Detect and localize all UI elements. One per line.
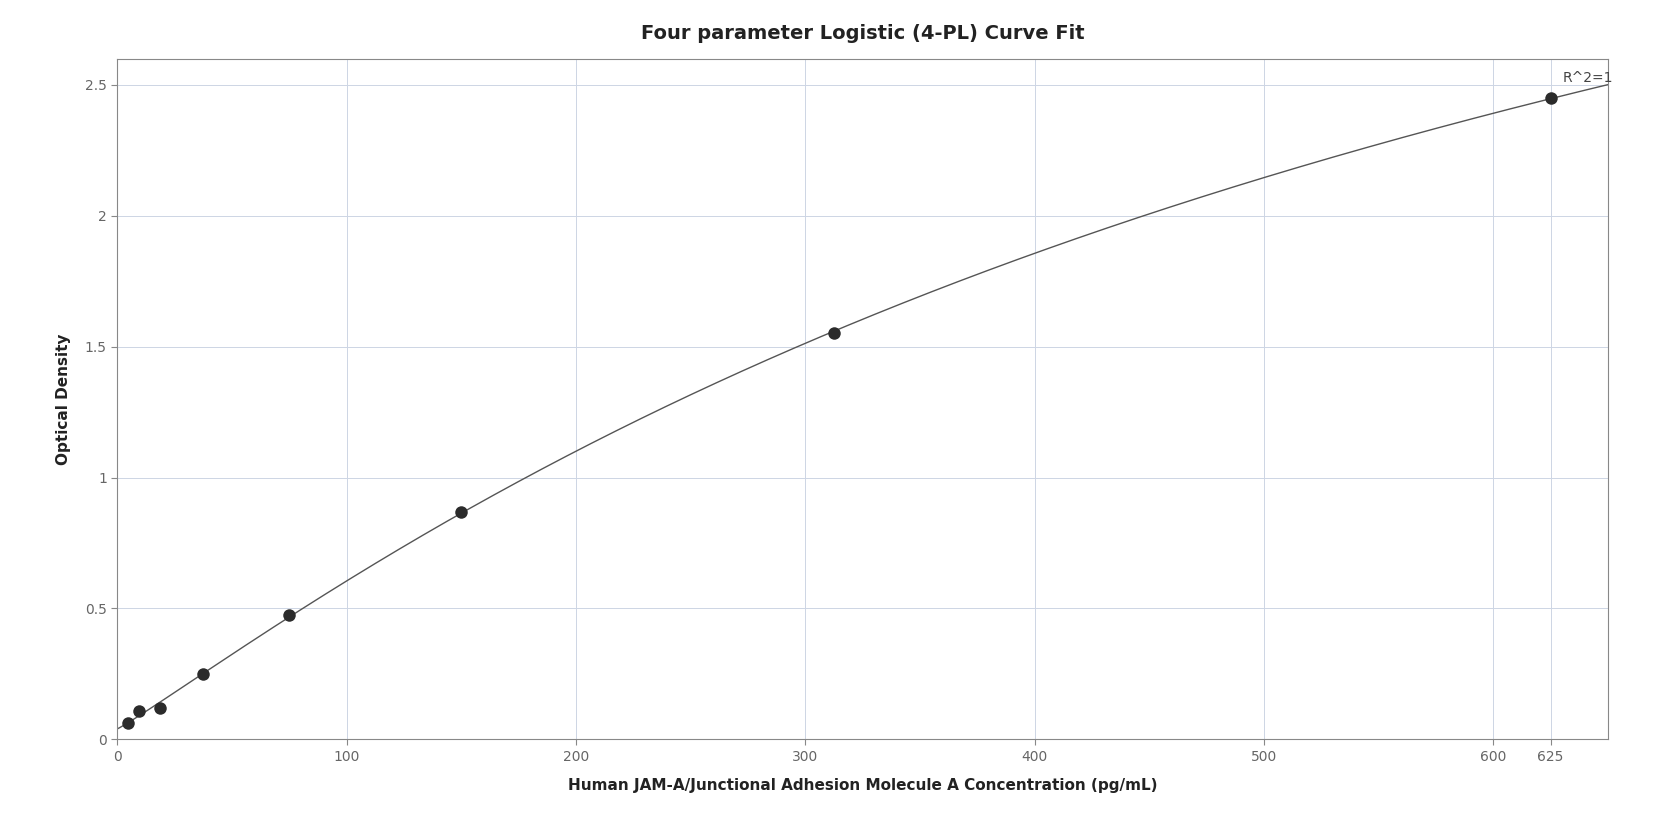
Point [114, 716, 141, 729]
Point [821, 326, 848, 339]
X-axis label: Human JAM-A/Junctional Adhesion Molecule A Concentration (pg/mL): Human JAM-A/Junctional Adhesion Molecule… [568, 778, 1157, 792]
Point [1538, 92, 1564, 105]
Y-axis label: Optical Density: Optical Density [55, 333, 70, 465]
Text: R^2=1: R^2=1 [1563, 71, 1613, 85]
Point [126, 704, 152, 717]
Point [447, 505, 474, 518]
Point [276, 609, 303, 622]
Point [147, 701, 174, 715]
Point [189, 668, 216, 681]
Title: Four parameter Logistic (4-PL) Curve Fit: Four parameter Logistic (4-PL) Curve Fit [642, 24, 1084, 44]
